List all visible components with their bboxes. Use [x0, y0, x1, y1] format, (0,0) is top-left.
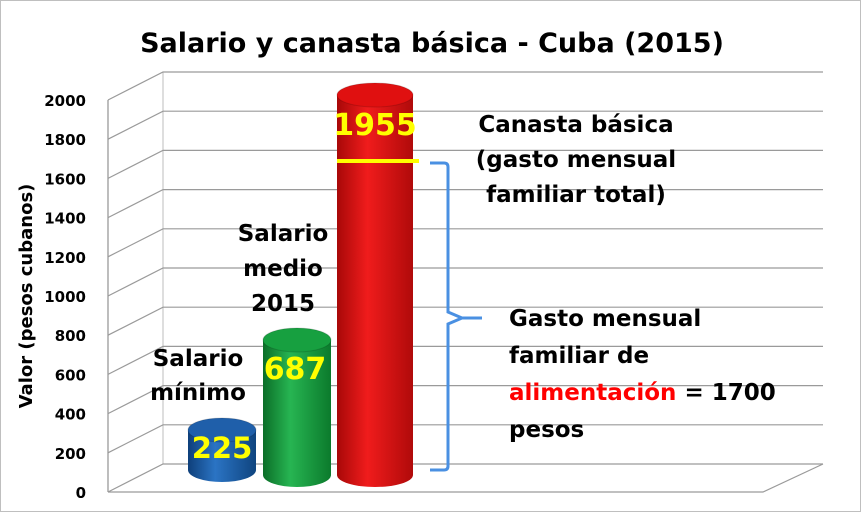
category-label: Salario medio 2015	[238, 221, 329, 317]
bar-body	[188, 430, 256, 482]
y-tick-label: 1600	[44, 170, 86, 188]
bar	[262, 327, 332, 487]
bar-value-label: 1955	[333, 108, 417, 143]
bar-body	[337, 95, 413, 487]
bar	[336, 82, 414, 487]
y-tick-label: 800	[55, 327, 86, 345]
grid	[107, 71, 824, 493]
annotation-last-line: pesos	[509, 417, 584, 443]
gridline	[107, 424, 823, 454]
y-tick-label: 0	[76, 484, 86, 502]
y-tick-label: 1000	[44, 288, 86, 306]
y-axis-label: Valor (pesos cubanos)	[16, 184, 37, 409]
gridline	[107, 149, 823, 179]
y-tick-label: 200	[55, 445, 86, 463]
bar-top	[336, 82, 414, 108]
gridline	[107, 385, 823, 415]
y-tick-label: 1800	[44, 131, 86, 149]
gridline	[107, 306, 823, 336]
bar-value-label: 225	[192, 431, 253, 465]
gridline	[107, 345, 823, 375]
gridline	[107, 71, 823, 101]
y-tick-label: 1400	[44, 210, 86, 228]
y-tick-label: 2000	[44, 92, 86, 110]
gridline	[107, 463, 823, 493]
bar-labels: 225 687 1955 Salario mínimo Salario medio 2015 C…	[150, 108, 676, 465]
annotation: Gasto mensual familiar de alimentación = 1…	[430, 161, 776, 472]
bar-top	[187, 417, 257, 443]
floor-edge	[108, 463, 824, 493]
category-label: Canasta básica (gasto mensual familiar tot…	[476, 112, 676, 208]
y-tick-label: 600	[55, 366, 86, 384]
bar-value-label: 687	[264, 352, 327, 387]
bars	[187, 82, 419, 487]
bar-body	[263, 340, 331, 487]
annotation-highlight-line: alimentación = 1700	[509, 380, 776, 406]
bracket	[430, 161, 466, 472]
annotation-text: Gasto mensual familiar de	[509, 306, 701, 369]
y-tick-label: 400	[55, 406, 86, 424]
y-tick-labels: 0 200 400 600 800 1000 1200 1400 1600 1800 2000	[44, 92, 86, 502]
y-tick-label: 1200	[44, 249, 86, 267]
bar-top	[262, 327, 332, 353]
bar	[187, 417, 257, 482]
category-label: Salario mínimo	[150, 346, 246, 406]
gridline	[107, 189, 823, 219]
gridline	[107, 228, 823, 258]
gridline	[107, 110, 823, 140]
gridline	[107, 267, 823, 297]
chart-title: Salario y canasta básica - Cuba (2015)	[140, 28, 724, 59]
